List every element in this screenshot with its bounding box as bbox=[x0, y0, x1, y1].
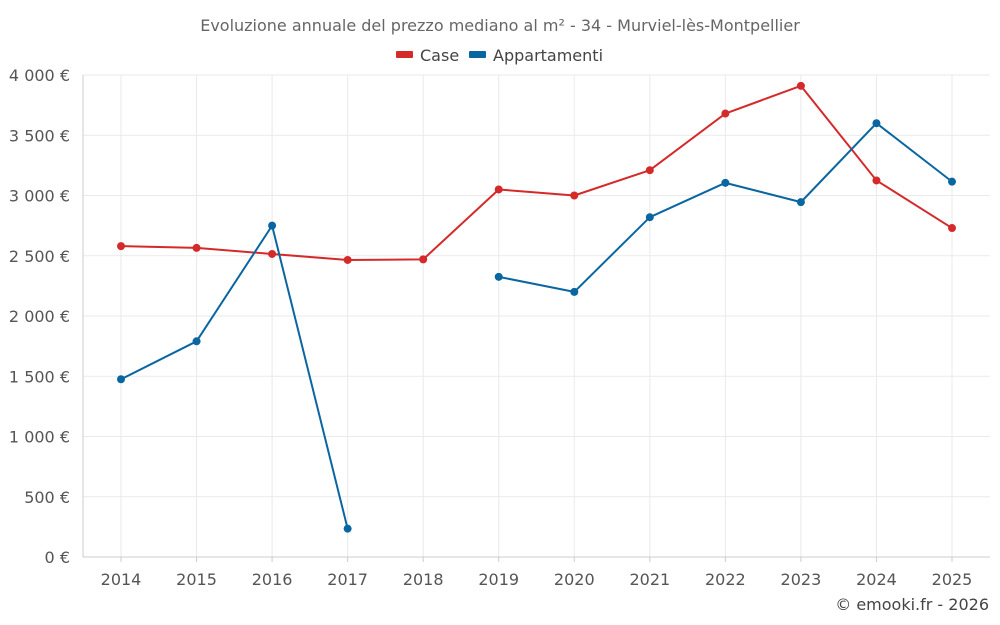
data-point-case-2017[interactable] bbox=[343, 255, 352, 264]
legend-label-case[interactable]: Case bbox=[420, 46, 459, 65]
data-point-appartamenti-2023[interactable] bbox=[796, 198, 805, 207]
y-tick-label: 2 000 € bbox=[9, 307, 70, 326]
x-tick-label: 2018 bbox=[403, 570, 444, 589]
x-tick-label: 2014 bbox=[101, 570, 142, 589]
data-point-appartamenti-2020[interactable] bbox=[570, 287, 579, 296]
legend-swatch-appartamenti bbox=[469, 51, 486, 58]
x-tick-label: 2019 bbox=[478, 570, 519, 589]
data-point-appartamenti-2019[interactable] bbox=[494, 272, 503, 281]
data-point-appartamenti-2017[interactable] bbox=[343, 524, 352, 533]
x-tick-label: 2025 bbox=[932, 570, 973, 589]
chart-title: Evoluzione annuale del prezzo mediano al… bbox=[200, 16, 800, 35]
y-tick-label: 1 500 € bbox=[9, 367, 70, 386]
data-point-appartamenti-2016[interactable] bbox=[268, 221, 277, 230]
x-tick-label: 2021 bbox=[629, 570, 670, 589]
data-point-case-2020[interactable] bbox=[570, 191, 579, 200]
legend: Case Appartamenti bbox=[396, 46, 603, 65]
data-point-appartamenti-2024[interactable] bbox=[872, 119, 881, 128]
x-tick-label: 2016 bbox=[252, 570, 293, 589]
data-point-case-2016[interactable] bbox=[268, 249, 277, 258]
legend-label-appartamenti[interactable]: Appartamenti bbox=[493, 46, 603, 65]
series bbox=[117, 81, 956, 533]
series-line-appartamenti bbox=[120, 224, 349, 529]
data-point-case-2021[interactable] bbox=[645, 166, 654, 175]
x-tick-label: 2024 bbox=[856, 570, 897, 589]
y-tick-label: 3 500 € bbox=[9, 126, 70, 145]
data-point-case-2018[interactable] bbox=[419, 255, 428, 264]
y-tick-label: 500 € bbox=[24, 488, 70, 507]
data-point-appartamenti-2021[interactable] bbox=[645, 213, 654, 222]
y-tick-label: 2 500 € bbox=[9, 247, 70, 266]
data-point-case-2015[interactable] bbox=[192, 243, 201, 252]
data-point-case-2025[interactable] bbox=[948, 224, 956, 233]
data-point-appartamenti-2014[interactable] bbox=[117, 375, 125, 384]
data-point-appartamenti-2025[interactable] bbox=[948, 177, 956, 186]
x-tick-label: 2023 bbox=[781, 570, 822, 589]
series-line-case bbox=[120, 84, 953, 261]
y-tick-label: 3 000 € bbox=[9, 187, 70, 206]
grid bbox=[82, 74, 990, 558]
y-tick-label: 0 € bbox=[45, 548, 70, 567]
y-axis-ticks: 0 € 500 € 1 000 € 1 500 € 2 000 € 2 500 € 3 00… bbox=[9, 66, 70, 567]
data-point-appartamenti-2015[interactable] bbox=[192, 337, 201, 346]
data-point-appartamenti-2022[interactable] bbox=[721, 178, 730, 187]
y-tick-label: 4 000 € bbox=[9, 66, 70, 85]
data-point-case-2019[interactable] bbox=[494, 185, 503, 194]
data-point-case-2022[interactable] bbox=[721, 109, 730, 118]
y-tick-label: 1 000 € bbox=[9, 428, 70, 447]
series-appartamenti bbox=[117, 119, 956, 533]
data-point-case-2024[interactable] bbox=[872, 176, 881, 185]
x-tick-label: 2022 bbox=[705, 570, 746, 589]
legend-swatch-case bbox=[396, 51, 413, 58]
x-tick-label: 2015 bbox=[176, 570, 217, 589]
data-point-case-2014[interactable] bbox=[117, 242, 125, 251]
series-case bbox=[117, 81, 956, 264]
x-tick-label: 2017 bbox=[327, 570, 368, 589]
credit: © emooki.fr - 2026 bbox=[835, 595, 989, 614]
data-point-case-2023[interactable] bbox=[796, 81, 805, 90]
x-axis-ticks: 2014 2015 2016 2017 2018 2019 2020 2021 2022 2023… bbox=[101, 557, 973, 589]
x-tick-label: 2020 bbox=[554, 570, 595, 589]
